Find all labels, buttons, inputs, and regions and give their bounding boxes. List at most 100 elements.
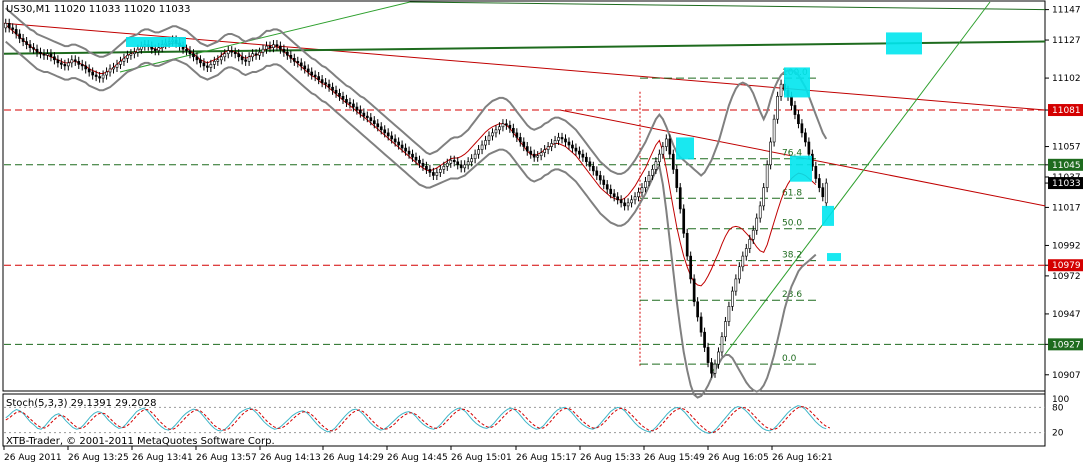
time-tick-label: 26 Aug 14:45 [387,453,448,463]
highlight-boxes [126,32,922,262]
price-tick-label: 10972 [1052,272,1081,282]
candle-body [21,38,25,42]
candle-body [216,59,220,62]
price-badge-label: 10979 [1052,261,1081,271]
candle-body [202,62,206,67]
candle-body [355,106,359,111]
candle-body [661,146,665,155]
candle-body [696,301,699,318]
candle-body [741,255,745,268]
candle-body [605,184,609,190]
candle-body [244,59,247,62]
top-trendline [409,1,1046,11]
price-tick-label: 11017 [1052,203,1081,213]
candle-body [435,172,439,176]
candle-body [268,45,272,48]
stoch-tick-label: 100 [1052,395,1069,405]
price-badge-label: 11081 [1052,106,1081,116]
candle-body [306,68,310,73]
time-tick-label: 26 Aug 15:49 [644,453,705,463]
candle-body [449,159,453,164]
candle-body [616,196,619,201]
candle-body [567,141,571,146]
candle-body [480,144,484,150]
highlight-box [822,205,834,226]
candle-body [539,152,543,156]
candle-body [487,135,491,141]
candle-body [491,132,494,137]
time-tick-label: 26 Aug 14:13 [260,453,321,463]
price-tick-label: 11102 [1052,74,1081,84]
candle-body [807,141,811,155]
candle-body [529,150,533,155]
candle-body [779,83,783,97]
candle-body [157,47,161,51]
stoch-main-line [5,405,827,434]
price-badge-label: 11045 [1052,161,1081,171]
candle-body [247,56,251,62]
candle-body [536,155,540,158]
candle-body [359,109,362,114]
candle-body [115,64,119,68]
candle-body [800,123,804,134]
candle-body [195,56,199,61]
candle-body [209,64,213,68]
candle-body [452,159,456,163]
candle-body [737,266,741,280]
candle-body [35,48,39,53]
candle-body [261,48,265,53]
fib-level-label: 76.4 [782,149,802,159]
candle-body [112,67,115,70]
highlight-box [827,253,841,262]
candle-body [612,193,616,198]
candle-body [25,41,28,45]
candle-body [418,159,421,164]
candle-body [571,144,574,149]
candle-body [727,306,731,322]
highlight-box [676,137,694,160]
candle-body [327,83,331,88]
candle-body [14,29,18,35]
candle-body [265,45,268,50]
candle-body [644,181,647,188]
price-tick-label: 10992 [1052,241,1081,251]
candle-body [713,363,717,374]
candle-body [720,336,724,353]
price-badge [1048,158,1083,171]
candle-body [557,137,560,141]
candle-body [724,321,727,338]
candle-body [473,153,477,160]
candle-body [70,59,74,64]
candle-body [685,232,689,257]
candle-body [98,76,101,79]
candle-body [345,99,348,103]
candle-body [425,166,428,170]
candle-body [477,149,480,155]
candle-body [372,120,376,125]
candle-body [126,54,129,59]
candle-body [66,62,70,67]
candle-body [56,59,60,64]
candle-body [689,255,693,280]
candle-body [258,51,261,56]
candle-body [226,50,230,55]
price-tick-label: 10907 [1052,371,1081,381]
candle-body [7,23,11,29]
time-tick-label: 26 Aug 13:57 [196,453,257,463]
candle-body [598,175,602,181]
candle-body [553,140,557,144]
candle-body [414,156,418,161]
candle-body [466,161,470,166]
candle-body [602,179,606,185]
candle-body [682,208,686,234]
candle-body [296,61,300,64]
candle-body [119,61,122,65]
price-tick-label: 11147 [1052,6,1081,16]
candle-body [470,158,473,163]
candle-body [630,199,633,204]
candle-body [338,92,341,97]
candle-body [365,115,369,118]
candle-body [60,62,63,65]
candle-body [731,290,734,307]
candle-body [313,74,317,77]
